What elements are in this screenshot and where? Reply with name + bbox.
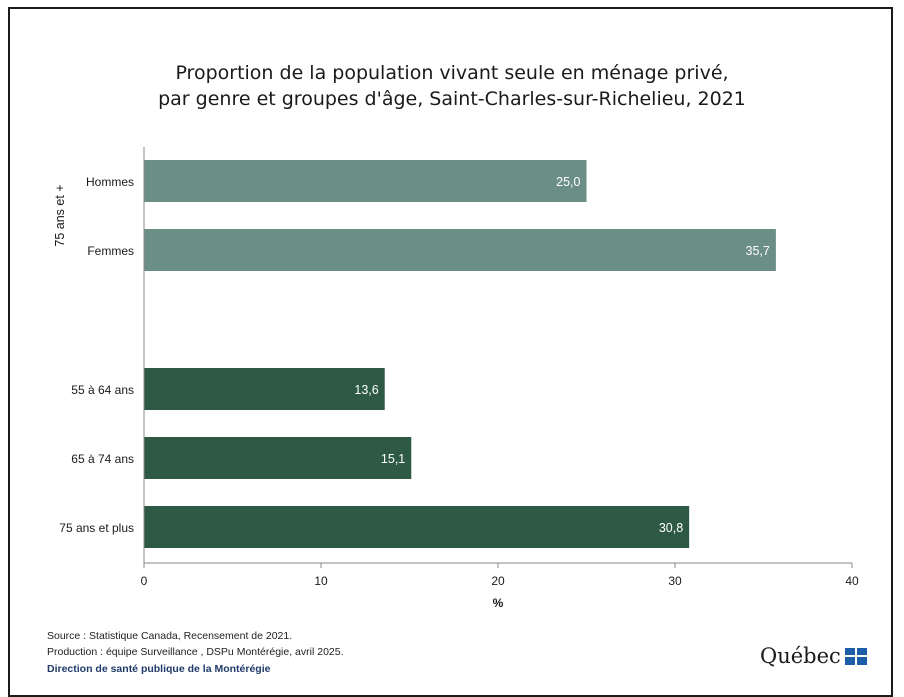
chart-title-line1: Proportion de la population vivant seule… <box>175 62 729 84</box>
footer-source: Source : Statistique Canada, Recensement… <box>47 630 293 642</box>
bar-value-label-1: 35,7 <box>746 244 770 258</box>
bar-4 <box>144 506 690 548</box>
bar-value-label-0: 25,0 <box>556 175 580 189</box>
bar-value-label-4: 30,8 <box>659 521 683 535</box>
category-label-1: Femmes <box>87 244 134 258</box>
quebec-logo: Québec <box>760 644 867 668</box>
x-tick-label-0: 0 <box>141 574 148 588</box>
chart-title-line2: par genre et groupes d'âge, Saint-Charle… <box>158 88 746 110</box>
footer-direction: Direction de santé publique de la Montér… <box>47 663 271 675</box>
group-label: 75 ans et + <box>53 184 67 246</box>
bar-value-label-2: 13,6 <box>354 383 378 397</box>
category-label-3: 65 à 74 ans <box>71 452 134 466</box>
bar-1 <box>144 229 776 271</box>
bar-2 <box>144 368 385 410</box>
bar-0 <box>144 160 587 202</box>
x-tick-label-2: 20 <box>491 574 505 588</box>
category-label-2: 55 à 64 ans <box>71 383 134 397</box>
x-tick-label-4: 40 <box>845 574 859 588</box>
footer-production: Production : équipe Surveillance , DSPu … <box>47 646 344 658</box>
category-label-4: 75 ans et plus <box>59 521 134 535</box>
bar-3 <box>144 437 412 479</box>
quebec-flag-icon <box>844 647 867 665</box>
category-label-0: Hommes <box>86 175 134 189</box>
bar-value-label-3: 15,1 <box>381 452 405 466</box>
x-tick-label-1: 10 <box>314 574 328 588</box>
logo-text: Québec <box>760 644 841 668</box>
x-axis-label: % <box>493 596 504 610</box>
x-tick-label-3: 30 <box>668 574 682 588</box>
